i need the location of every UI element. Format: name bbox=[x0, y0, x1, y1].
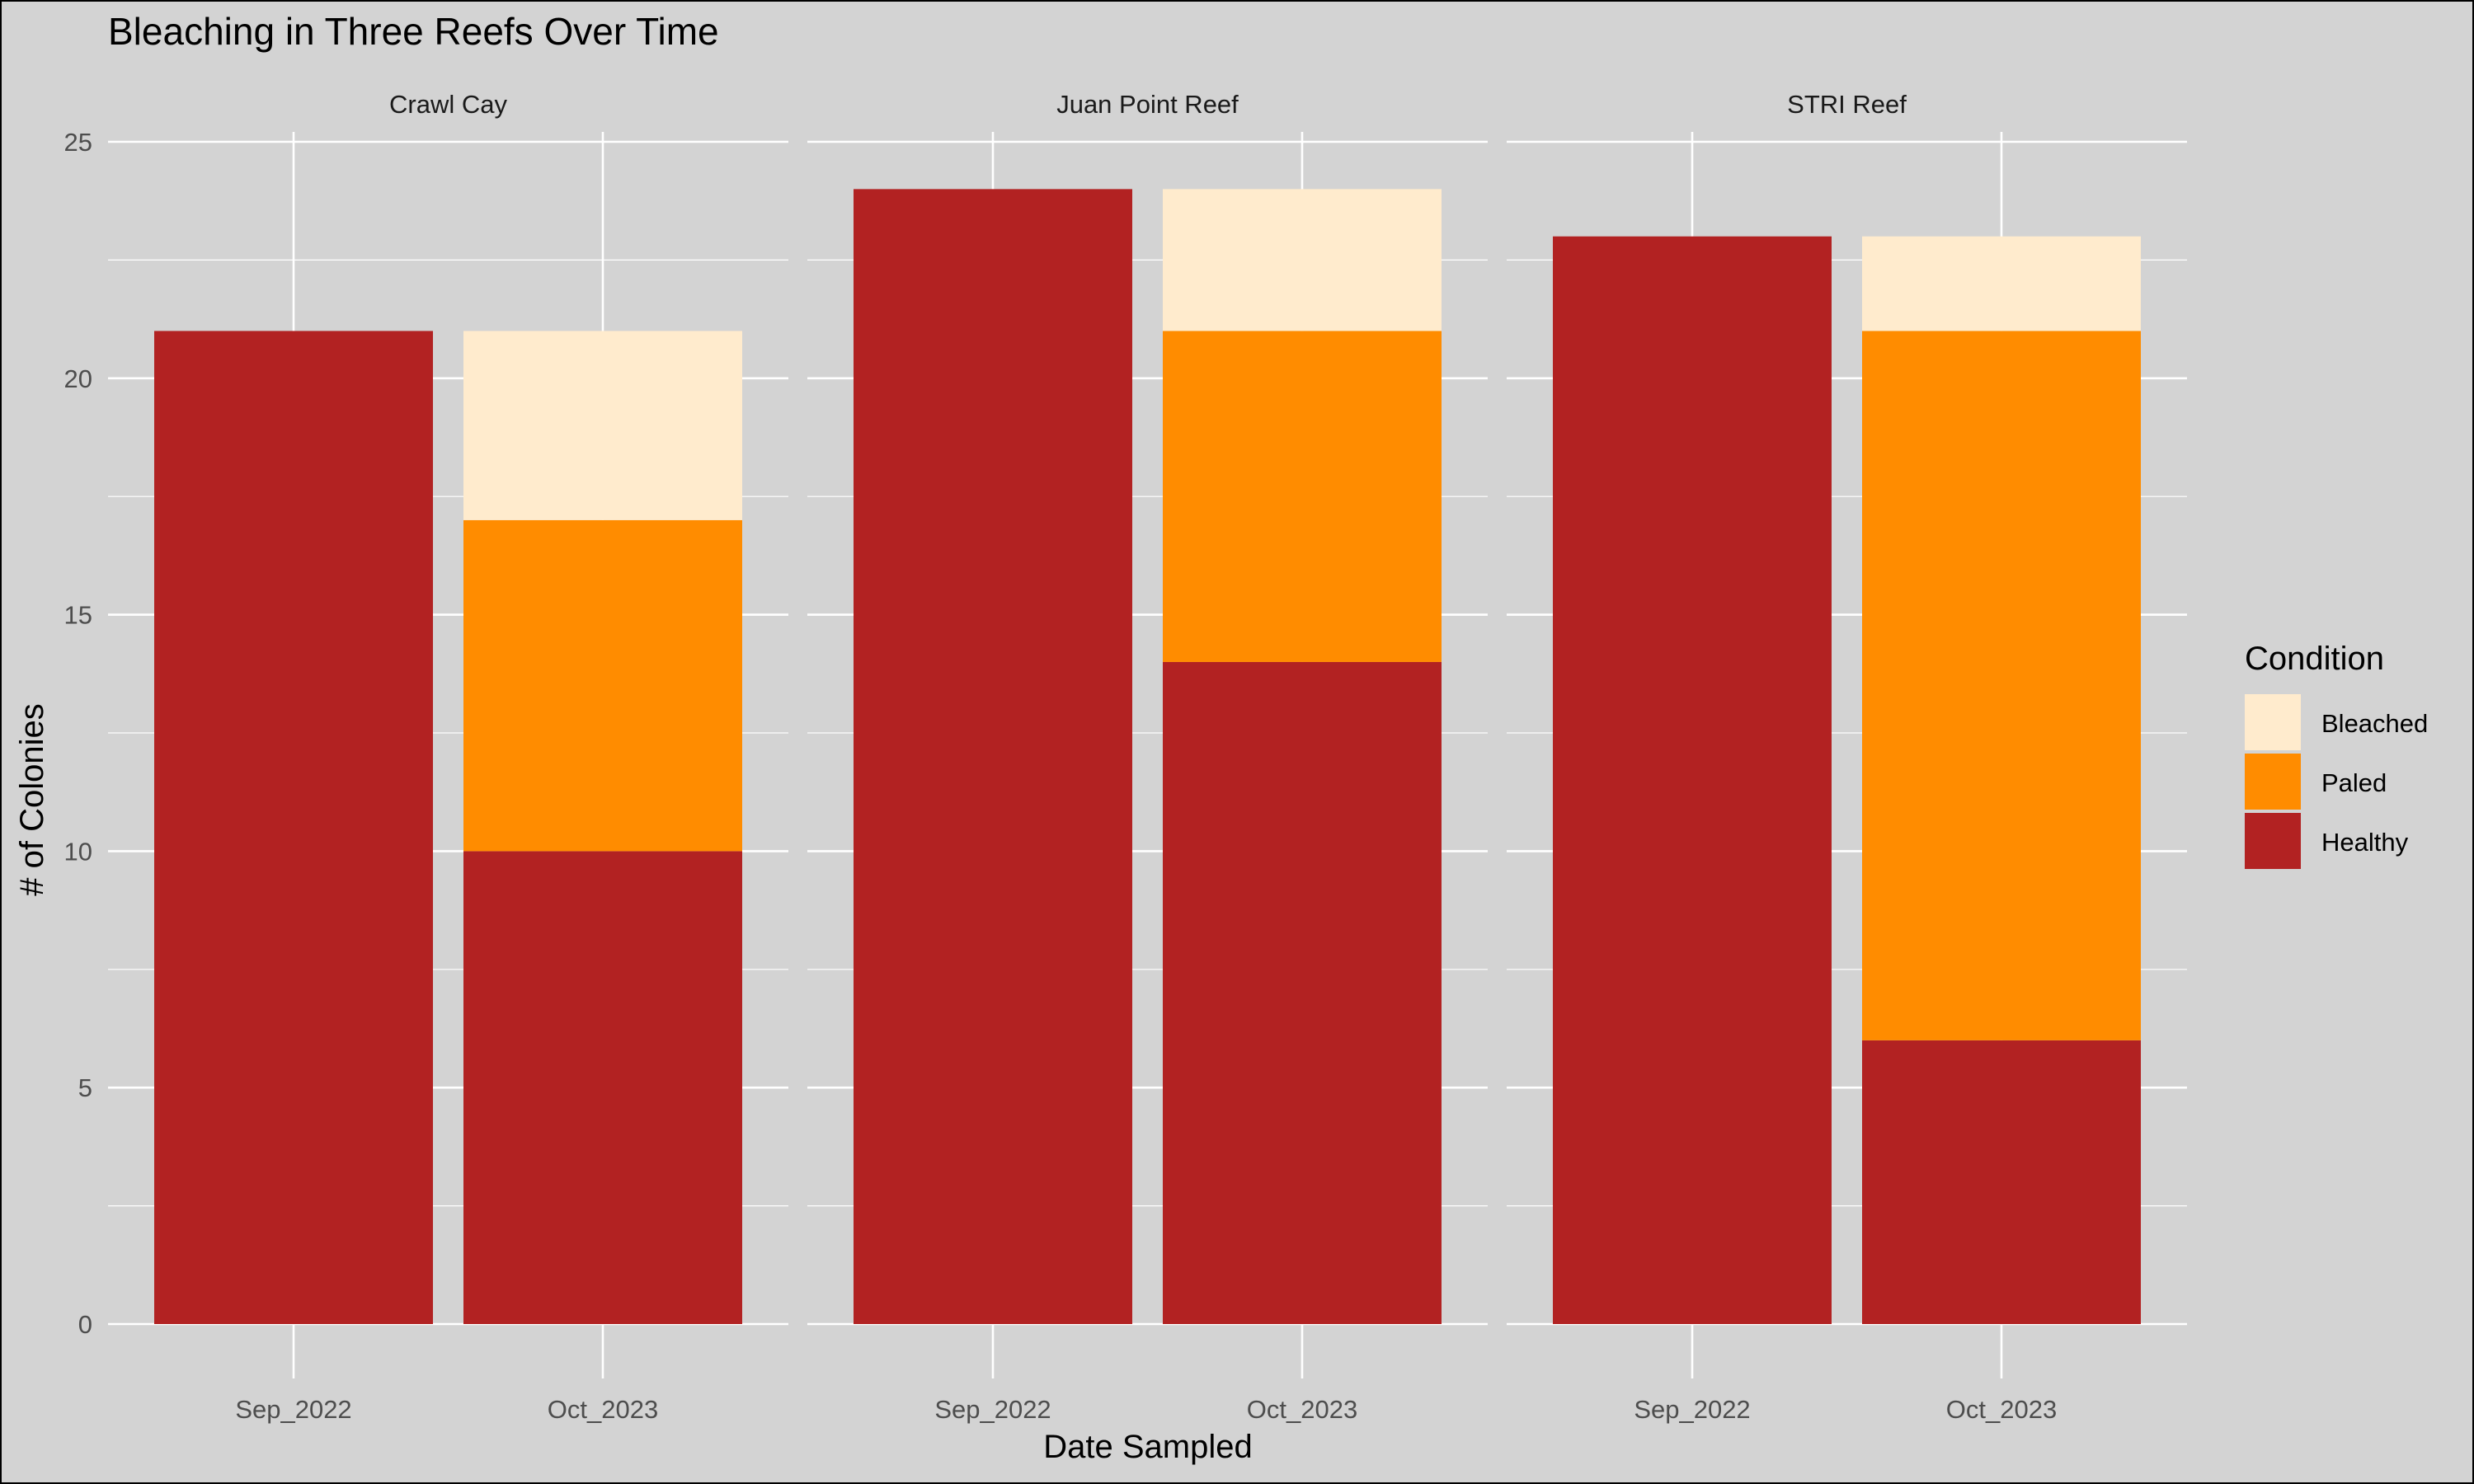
bar-juan-point-reef-oct-2023-paled bbox=[1163, 331, 1442, 662]
bar-crawl-cay-oct-2023-bleached bbox=[463, 331, 742, 520]
legend-key-paled bbox=[2245, 754, 2301, 810]
x-axis-label: Date Sampled bbox=[1043, 1429, 1252, 1465]
bar-juan-point-reef-sep-2022-healthy bbox=[854, 189, 1132, 1325]
y-tick-label: 20 bbox=[64, 364, 92, 393]
facet-panel-stri-reef: STRI Reef Sep_2022 Oct_2023 bbox=[1507, 90, 2187, 1424]
y-tick-label: 0 bbox=[78, 1310, 92, 1339]
facet-panel-juan-point-reef: Juan Point Reef Sep_2022 Oct_2023 bbox=[807, 90, 1488, 1424]
bar-juan-point-reef-oct-2023-healthy bbox=[1163, 661, 1442, 1324]
bar-stri-reef-oct-2023-healthy bbox=[1862, 1040, 2141, 1324]
facet-panel-crawl-cay: Crawl Cay Sep_2022 Oct_2023 bbox=[108, 90, 788, 1424]
x-tick-label: Sep_2022 bbox=[934, 1395, 1051, 1424]
bar-crawl-cay-sep-2022-healthy bbox=[154, 331, 433, 1325]
facet-label-juan-point-reef: Juan Point Reef bbox=[1056, 90, 1239, 119]
legend-label-healthy: Healthy bbox=[2321, 828, 2409, 857]
bar-stri-reef-oct-2023-bleached bbox=[1862, 236, 2141, 331]
y-axis-label: # of Colonies bbox=[14, 703, 50, 895]
legend-title: Condition bbox=[2245, 641, 2384, 677]
chart-title: Bleaching in Three Reefs Over Time bbox=[108, 10, 719, 53]
bar-stri-reef-sep-2022-healthy bbox=[1553, 236, 1832, 1325]
x-tick-label: Sep_2022 bbox=[1634, 1395, 1750, 1424]
x-tick-label: Oct_2023 bbox=[1247, 1395, 1357, 1424]
x-tick-label: Oct_2023 bbox=[1946, 1395, 2057, 1424]
legend-label-paled: Paled bbox=[2321, 768, 2387, 797]
facet-label-crawl-cay: Crawl Cay bbox=[389, 90, 507, 119]
bar-stri-reef-oct-2023-paled bbox=[1862, 331, 2141, 1040]
bar-crawl-cay-oct-2023-paled bbox=[463, 519, 742, 852]
y-tick-label: 10 bbox=[64, 837, 92, 866]
y-tick-label: 5 bbox=[78, 1073, 92, 1102]
legend: Condition Bleached Paled Healthy bbox=[2245, 641, 2428, 869]
x-tick-label: Sep_2022 bbox=[235, 1395, 351, 1424]
facet-label-stri-reef: STRI Reef bbox=[1787, 90, 1907, 119]
legend-label-bleached: Bleached bbox=[2321, 709, 2428, 738]
bar-crawl-cay-oct-2023-healthy bbox=[463, 851, 742, 1324]
bar-juan-point-reef-oct-2023-bleached bbox=[1163, 189, 1442, 331]
x-tick-label: Oct_2023 bbox=[548, 1395, 658, 1424]
legend-key-bleached bbox=[2245, 694, 2301, 750]
y-tick-label: 15 bbox=[64, 601, 92, 630]
y-tick-label: 25 bbox=[64, 128, 92, 157]
legend-key-healthy bbox=[2245, 813, 2301, 869]
